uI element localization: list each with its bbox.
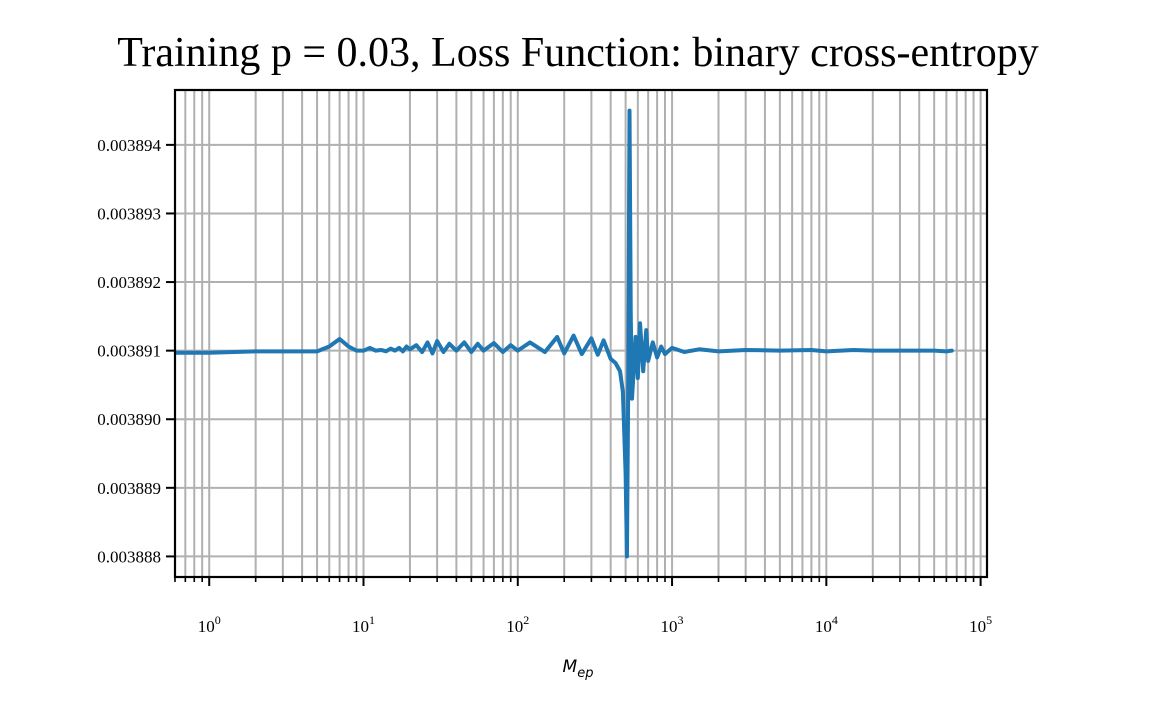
x-tick-label: 100 <box>198 613 221 636</box>
series-layer <box>175 108 954 559</box>
axis-ticks: 100 101 102 103 104 105 0.003888 0.003889 0.0038… <box>97 136 992 636</box>
y-tick-label: 0.003890 <box>97 410 161 429</box>
plot-frame <box>173 88 989 579</box>
x-tick-label: 102 <box>506 613 529 636</box>
y-tick-label: 0.003892 <box>97 273 161 292</box>
y-tick-label: 0.003888 <box>97 547 161 566</box>
y-tick-label: 0.003893 <box>97 204 161 223</box>
x-axis-label-subscript: ep <box>577 666 593 681</box>
y-tick-label: 0.003894 <box>97 136 161 155</box>
series-line <box>175 108 954 559</box>
x-tick-label: 104 <box>815 613 838 636</box>
x-tick-label: 105 <box>969 613 992 636</box>
chart-title: Training p = 0.03, Loss Function: binary… <box>117 30 1039 76</box>
y-tick-label: 0.003889 <box>97 479 161 498</box>
x-tick-label: 103 <box>661 613 684 636</box>
x-tick-label: 101 <box>352 613 375 636</box>
x-axis-label-main: M <box>563 657 578 677</box>
x-axis-label: Mep <box>563 657 594 681</box>
grid-lines <box>174 90 987 577</box>
y-tick-label: 0.003891 <box>97 342 161 361</box>
